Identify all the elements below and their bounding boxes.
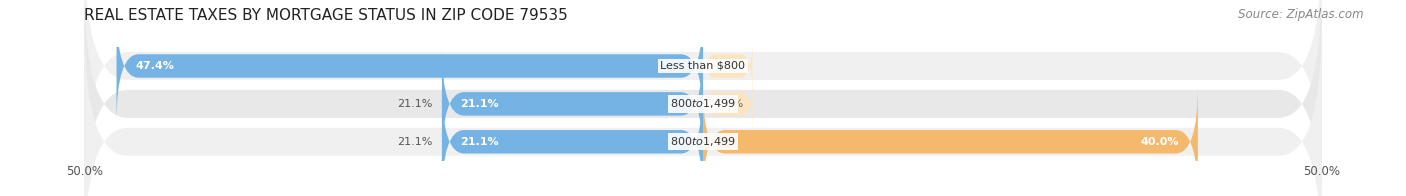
Text: Less than $800: Less than $800: [661, 61, 745, 71]
FancyBboxPatch shape: [703, 78, 752, 130]
FancyBboxPatch shape: [441, 47, 703, 160]
Text: 21.1%: 21.1%: [461, 137, 499, 147]
Text: 0.0%: 0.0%: [716, 99, 744, 109]
Text: $800 to $1,499: $800 to $1,499: [671, 97, 735, 110]
Text: 21.1%: 21.1%: [461, 99, 499, 109]
Text: Source: ZipAtlas.com: Source: ZipAtlas.com: [1239, 8, 1364, 21]
Text: 47.4%: 47.4%: [135, 61, 174, 71]
Text: 21.1%: 21.1%: [396, 99, 432, 109]
FancyBboxPatch shape: [703, 40, 752, 92]
Text: 21.1%: 21.1%: [396, 137, 432, 147]
FancyBboxPatch shape: [117, 10, 703, 122]
Text: 40.0%: 40.0%: [1140, 137, 1180, 147]
Text: REAL ESTATE TAXES BY MORTGAGE STATUS IN ZIP CODE 79535: REAL ESTATE TAXES BY MORTGAGE STATUS IN …: [84, 8, 568, 23]
FancyBboxPatch shape: [84, 0, 1322, 185]
Text: $800 to $1,499: $800 to $1,499: [671, 135, 735, 148]
FancyBboxPatch shape: [441, 85, 703, 196]
Text: 0.0%: 0.0%: [716, 61, 744, 71]
FancyBboxPatch shape: [84, 23, 1322, 196]
FancyBboxPatch shape: [84, 0, 1322, 196]
FancyBboxPatch shape: [703, 85, 1198, 196]
